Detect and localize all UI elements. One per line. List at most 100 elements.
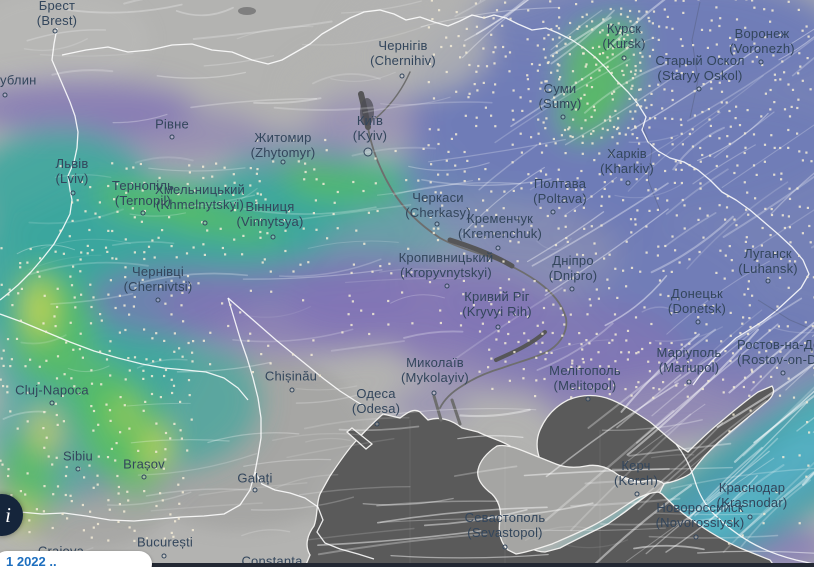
city-marker[interactable] xyxy=(374,421,380,427)
city-translit: (Kropyvnytskyi) xyxy=(400,265,492,280)
city-label[interactable]: Житомир (Zhytomyr) xyxy=(251,130,316,160)
city-label[interactable]: Кривий Ріг (Kryvyi Rih) xyxy=(462,289,532,319)
city-label[interactable]: Київ (Kyiv) xyxy=(353,113,387,143)
city-marker[interactable] xyxy=(202,220,208,226)
city-marker[interactable] xyxy=(252,487,258,493)
city-label[interactable]: Рівне xyxy=(155,117,189,132)
city-marker[interactable] xyxy=(780,370,786,376)
city-marker[interactable] xyxy=(495,245,501,251)
city-marker[interactable] xyxy=(686,379,692,385)
city-marker[interactable] xyxy=(52,28,58,34)
city-label[interactable]: Курск (Kursk) xyxy=(602,21,645,51)
city-marker[interactable] xyxy=(270,234,276,240)
city-marker[interactable] xyxy=(569,286,575,292)
city-marker[interactable] xyxy=(550,209,556,215)
city-label[interactable]: Миколаїв (Mykolayiv) xyxy=(401,355,469,385)
city-name: Краснодар xyxy=(718,480,786,495)
city-label[interactable]: Маріуполь (Mariupol) xyxy=(657,345,722,375)
city-label[interactable]: Новороссийск (Novorossiysk) xyxy=(656,500,745,530)
city-marker[interactable] xyxy=(695,319,701,325)
city-marker[interactable] xyxy=(161,553,167,559)
city-marker[interactable] xyxy=(2,92,8,98)
city-marker[interactable] xyxy=(625,180,631,186)
city-translit: (Dnipro) xyxy=(548,268,598,283)
city-marker[interactable] xyxy=(140,210,146,216)
city-label[interactable]: Мелітополь (Melitopol) xyxy=(549,363,621,393)
city-marker[interactable] xyxy=(621,55,627,61)
city-label[interactable]: Чернігів (Chernihiv) xyxy=(370,38,436,68)
city-label[interactable]: Брест (Brest) xyxy=(37,0,77,28)
city-name: Курск xyxy=(606,21,642,36)
city-label[interactable]: Одеса (Odesa) xyxy=(352,386,400,416)
city-translit: (Kursk) xyxy=(602,36,646,51)
city-label[interactable]: Старый Оскол (Staryy Oskol) xyxy=(655,53,744,83)
city-label[interactable]: Brașov xyxy=(123,457,165,472)
city-name: Кременчук xyxy=(466,211,534,226)
city-marker[interactable] xyxy=(289,387,295,393)
city-label[interactable]: Galați xyxy=(237,471,272,486)
city-label[interactable]: Воронеж (Voronezh) xyxy=(729,26,795,56)
city-translit: (Kharkiv) xyxy=(600,161,654,176)
city-marker[interactable] xyxy=(585,396,591,402)
city-marker[interactable] xyxy=(765,278,771,284)
city-label[interactable]: Черкаси (Cherkasy) xyxy=(405,190,471,220)
city-label[interactable]: Sibiu xyxy=(63,449,93,464)
city-label[interactable]: Донецьк (Donetsk) xyxy=(668,286,726,316)
city-marker[interactable] xyxy=(155,297,161,303)
city-marker[interactable] xyxy=(434,221,440,227)
city-label[interactable]: Вінниця (Vinnytsya) xyxy=(237,199,304,229)
city-label[interactable]: Хмельницький (Khmelnytskyi) xyxy=(155,182,245,212)
city-marker[interactable] xyxy=(758,59,764,65)
city-label[interactable]: Луганск (Luhansk) xyxy=(738,246,798,276)
city-marker[interactable] xyxy=(495,324,501,330)
city-marker[interactable] xyxy=(502,544,508,550)
city-marker[interactable] xyxy=(693,534,699,540)
city-label[interactable]: Кропивницький (Kropyvnytskyi) xyxy=(399,250,494,280)
city-marker[interactable] xyxy=(75,466,81,472)
city-label[interactable]: București xyxy=(137,535,193,550)
city-label[interactable]: Cluj-Napoca xyxy=(15,383,89,398)
info-icon: i xyxy=(5,502,11,527)
city-name: Кривий Ріг xyxy=(464,289,530,304)
city-translit: (Voronezh) xyxy=(729,41,795,56)
city-marker[interactable] xyxy=(141,474,147,480)
timestamp-pill[interactable]: 1 2022 .. xyxy=(0,551,152,567)
city-marker[interactable] xyxy=(280,159,286,165)
city-marker[interactable] xyxy=(634,491,640,497)
city-label[interactable]: Тернопіль (Ternopil) xyxy=(112,178,174,208)
city-label[interactable]: Севастополь (Sevastopol) xyxy=(465,510,546,540)
city-label[interactable]: Чернівці (Chernivtsi) xyxy=(124,264,193,294)
city-marker[interactable] xyxy=(169,134,175,140)
city-label[interactable]: Полтава (Poltava) xyxy=(533,176,587,206)
city-label[interactable]: Кременчук (Kremenchuk) xyxy=(458,211,542,241)
info-button[interactable]: i xyxy=(0,494,23,536)
city-label[interactable]: Львів (Lviv) xyxy=(55,156,88,186)
city-label[interactable]: Харків (Kharkiv) xyxy=(600,146,654,176)
crimea-peninsula xyxy=(477,444,665,555)
city-name: Дніпро xyxy=(552,253,594,268)
city-name: Старый Оскол xyxy=(655,53,745,68)
city-label[interactable]: Краснодар (Krasnodar) xyxy=(717,480,788,510)
city-label[interactable]: ублин xyxy=(0,73,37,88)
city-marker[interactable] xyxy=(70,190,76,196)
city-name: Житомир xyxy=(254,130,312,145)
city-marker[interactable] xyxy=(49,400,55,406)
city-label[interactable]: Дніпро (Dnipro) xyxy=(549,253,598,283)
city-translit: (Donetsk) xyxy=(667,301,727,316)
city-name: Брест xyxy=(38,0,76,13)
city-name: Суми xyxy=(543,81,577,96)
city-marker[interactable] xyxy=(747,514,753,520)
city-label[interactable]: Ростов-на-До (Rostov-on-D xyxy=(737,337,814,367)
city-label[interactable]: Chișinău xyxy=(265,369,317,384)
city-marker[interactable] xyxy=(399,73,405,79)
city-label[interactable]: Суми (Sumy) xyxy=(538,81,581,111)
city-marker[interactable] xyxy=(560,114,566,120)
city-label[interactable]: Керч (Kerch) xyxy=(614,458,658,488)
city-marker[interactable] xyxy=(696,86,702,92)
city-name: Миколаїв xyxy=(406,355,464,370)
city-marker[interactable] xyxy=(363,147,373,157)
city-translit: (Sevastopol) xyxy=(467,525,543,540)
city-marker[interactable] xyxy=(444,283,450,289)
city-marker[interactable] xyxy=(431,390,437,396)
